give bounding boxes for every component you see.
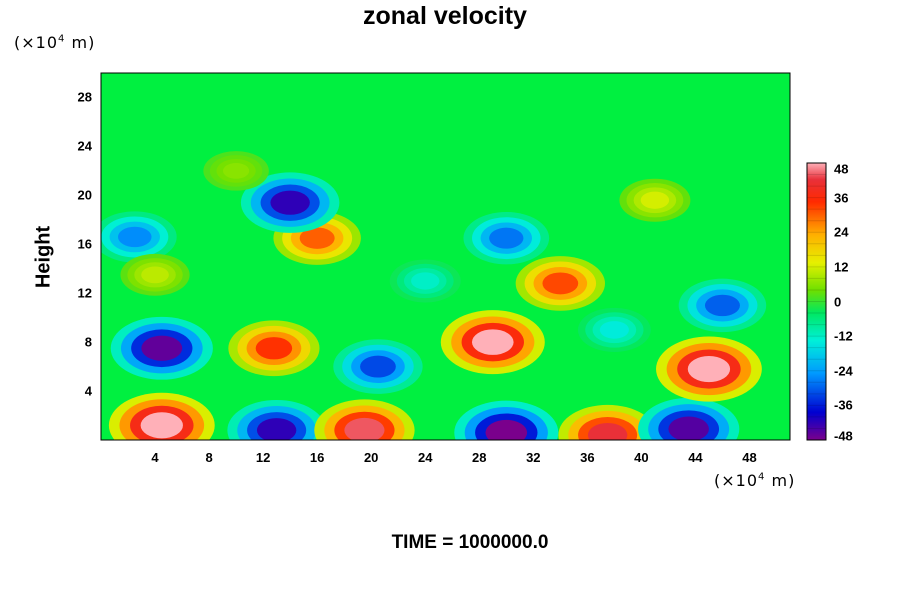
y-tick-label: 8 [84,334,92,350]
contour-feature-18-level-3 [141,266,169,284]
contour-feature-2-level-3 [344,417,385,440]
colorbar-tick-label: -24 [834,363,853,379]
x-tick-label: 4 [151,450,159,465]
contour-feature-15-level-3 [118,226,152,248]
y-tick-label: 4 [84,383,92,399]
contour-feature-20-level-3 [599,321,629,339]
contour-feature-12-level-3 [704,294,740,317]
contour-field [101,151,767,440]
contour-feature-0-level-3 [140,412,183,439]
y-tick-label: 24 [77,138,92,154]
colorbar-tick-label: 36 [834,190,849,206]
contour-feature-13-level-3 [299,227,335,249]
y-unit-tail: m) [65,33,96,52]
x-tick-label: 36 [580,450,595,465]
contour-feature-21-level-3 [222,162,250,179]
x-unit-exponent: 4 [758,471,766,483]
colorbar-tick-label: -48 [834,428,853,444]
colorbar-tick-label: -12 [834,328,853,344]
contour-feature-5-level-3 [668,416,709,440]
x-tick-label: 40 [634,450,649,465]
x-tick-label: 28 [472,450,487,465]
x-tick-label: 20 [363,450,379,465]
x-tick-label: 48 [742,450,757,465]
x-axis-unit: (×104 m) [714,471,795,490]
x-tick-label: 8 [205,450,213,465]
contour-feature-7-level-3 [255,337,293,360]
y-axis-unit: (×104 m) [14,33,95,52]
colorbar-tick-label: 0 [834,294,842,309]
x-tick-label: 16 [309,450,325,465]
colorbar-tick-label: 48 [834,161,849,177]
time-label: TIME = 1000000.0 [391,532,549,553]
contour-feature-19-level-3 [411,272,440,290]
x-tick-label: 24 [418,450,433,465]
contour-feature-17-level-3 [640,191,670,209]
contour-feature-1-level-3 [256,418,297,440]
y-unit-base: (×10 [14,33,59,52]
y-tick-label: 28 [77,89,92,105]
y-tick-label: 12 [77,285,92,301]
colorbar-tick-label: -36 [834,397,853,413]
contour-feature-4-level-3 [587,423,628,440]
y-tick-label: 20 [77,187,92,203]
contour-feature-9-level-3 [471,329,514,355]
chart-title: zonal velocity [363,2,527,30]
y-tick-label: 16 [77,236,92,252]
y-unit-exponent: 4 [58,33,66,45]
x-unit-tail: m) [765,471,796,490]
x-tick-label: 32 [526,450,541,465]
plot-frame [100,72,791,441]
x-tick-label: 44 [688,450,703,465]
x-tick-label: 12 [255,450,271,465]
contour-feature-11-level-3 [542,272,579,295]
colorbar [806,162,827,441]
contour-feature-10-level-3 [687,356,731,383]
colorbar-tick-label: 24 [834,224,849,240]
contour-feature-14-level-3 [489,227,524,249]
colorbar-tick-label: 12 [834,259,849,275]
colorbar-levels [807,174,826,429]
contour-feature-16-level-3 [270,190,310,215]
contour-feature-6-level-3 [141,335,183,361]
x-unit-base: (×10 [714,471,759,490]
contour-feature-3-level-3 [485,419,528,440]
contour-feature-8-level-3 [360,355,396,378]
